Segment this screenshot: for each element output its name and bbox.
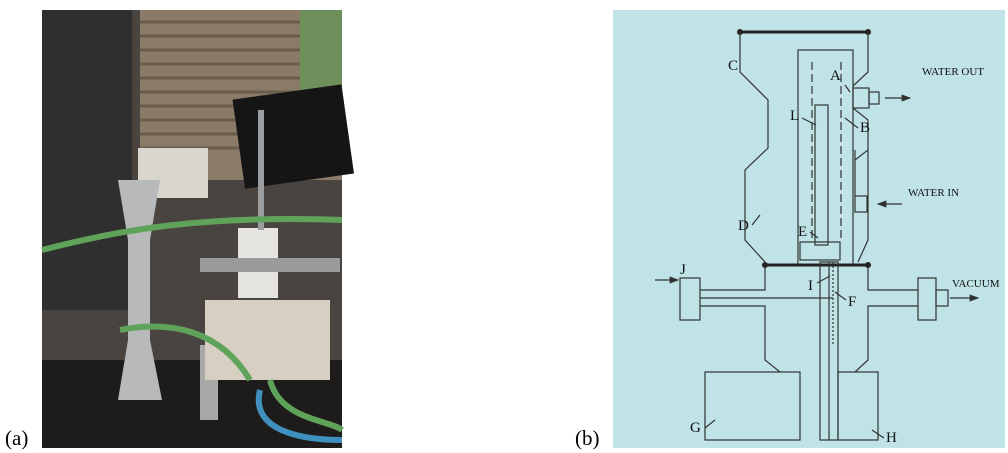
part-label: L bbox=[790, 108, 799, 124]
part-label: D bbox=[738, 218, 749, 234]
part-label: C bbox=[728, 58, 738, 74]
part-label: H bbox=[886, 430, 897, 446]
side-arms bbox=[200, 258, 340, 272]
part-label: B bbox=[860, 120, 870, 136]
part-label: I bbox=[808, 278, 813, 294]
part-label: J bbox=[680, 262, 686, 278]
annotation: VACUUM bbox=[952, 278, 1000, 290]
annotation: WATER OUT bbox=[922, 66, 984, 78]
figure: (a) (b) A B C bbox=[0, 0, 1008, 453]
base-block bbox=[205, 300, 330, 380]
monitor bbox=[233, 84, 354, 188]
photo bbox=[42, 10, 354, 448]
part-label: G bbox=[690, 420, 701, 436]
equipment-rack bbox=[42, 10, 132, 310]
part-label: F bbox=[848, 294, 856, 310]
panel-label: (b) bbox=[575, 426, 600, 450]
annotation: WATER IN bbox=[908, 187, 959, 199]
part-label: E bbox=[798, 224, 807, 240]
part-label: A bbox=[830, 68, 841, 84]
top-tube bbox=[258, 110, 264, 230]
panel-label: (a) bbox=[5, 426, 28, 450]
